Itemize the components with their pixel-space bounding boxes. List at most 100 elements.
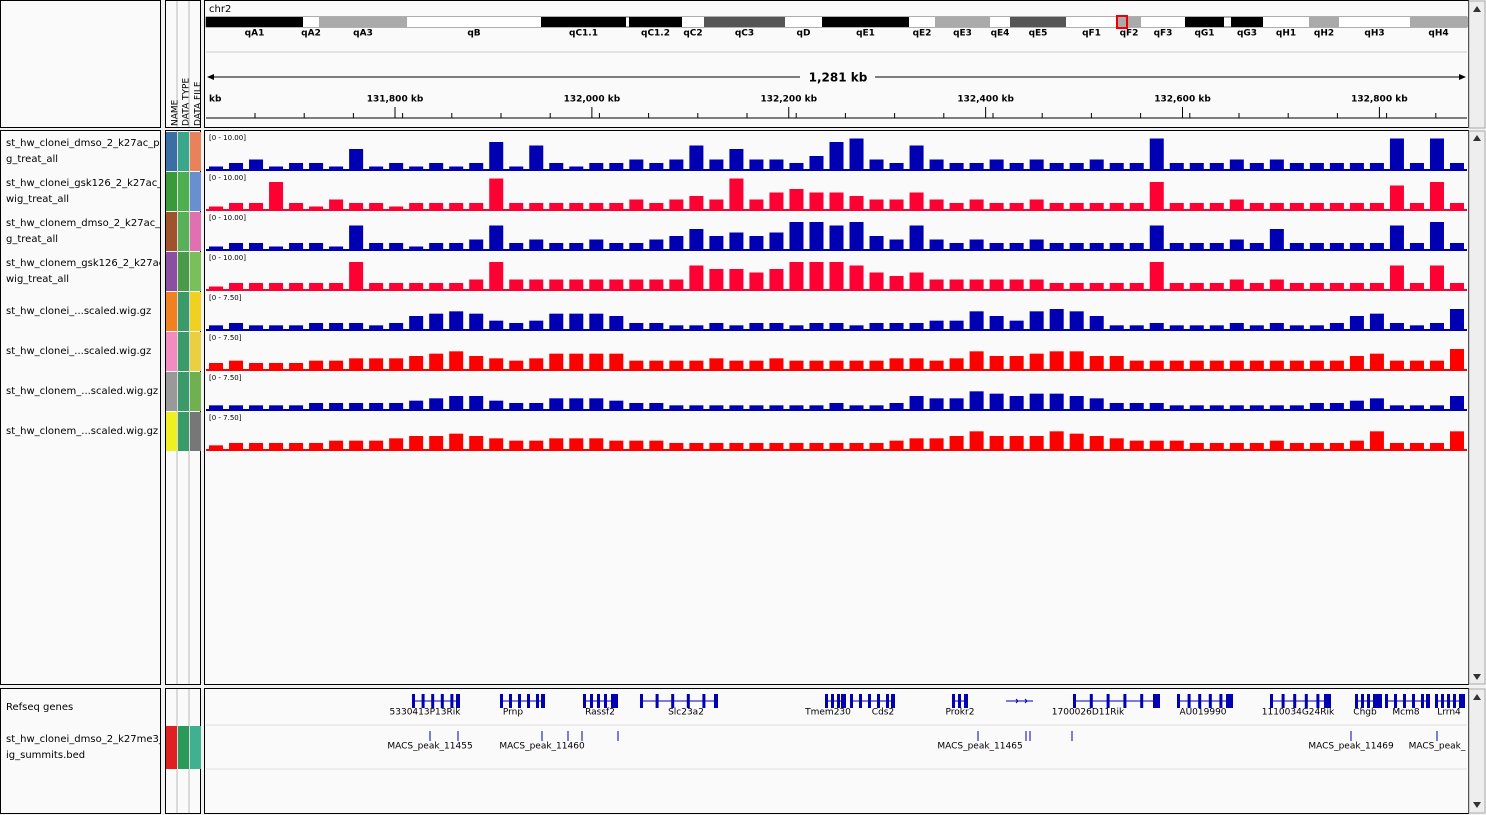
signal-bar bbox=[789, 360, 804, 370]
scrollbar[interactable] bbox=[1468, 0, 1486, 814]
signal-bar bbox=[529, 203, 544, 210]
signal-bar bbox=[1289, 325, 1304, 330]
signal-bar bbox=[469, 203, 484, 210]
attribute-cell bbox=[190, 252, 201, 291]
gene-label: 1110034G24Rik bbox=[1262, 708, 1335, 718]
signal-bar bbox=[609, 243, 624, 250]
signal-bar bbox=[529, 239, 544, 250]
signal-bar bbox=[1109, 203, 1124, 210]
attribute-cell bbox=[190, 292, 201, 331]
scroll-track[interactable] bbox=[1468, 688, 1486, 814]
gene-exon bbox=[1376, 694, 1380, 708]
track-name: st_hw_clonei_...scaled.wig.gz bbox=[6, 306, 151, 317]
signal-bar bbox=[1049, 163, 1064, 170]
signal-bar bbox=[369, 358, 384, 370]
signal-bar bbox=[1189, 360, 1204, 370]
signal-bar bbox=[1409, 203, 1424, 210]
signal-bar bbox=[1349, 316, 1364, 330]
gene-exon bbox=[431, 694, 435, 708]
gene bbox=[1006, 698, 1033, 704]
signal-bar bbox=[609, 440, 624, 450]
signal-bar bbox=[1209, 283, 1224, 290]
cytoband bbox=[206, 17, 303, 27]
signal-bar bbox=[709, 199, 724, 210]
signal-bar bbox=[589, 353, 604, 370]
signal-bar bbox=[629, 199, 644, 210]
gene-exon bbox=[1304, 694, 1308, 708]
signal-bar bbox=[409, 283, 424, 290]
signal-bar bbox=[389, 163, 404, 170]
signal-bar bbox=[1189, 405, 1204, 410]
cytoband bbox=[785, 17, 822, 27]
signal-bar bbox=[829, 323, 844, 330]
feature-data-panel bbox=[204, 688, 1469, 814]
signal-bar bbox=[1029, 199, 1044, 210]
signal-bar bbox=[1189, 163, 1204, 170]
gene-exon bbox=[1073, 694, 1076, 708]
signal-bar bbox=[669, 279, 684, 290]
signal-bar bbox=[709, 236, 724, 250]
signal-bar bbox=[749, 360, 764, 370]
signal-bar bbox=[1009, 279, 1024, 290]
gene-exon bbox=[1373, 694, 1376, 708]
signal-bar bbox=[769, 269, 784, 290]
signal-bar bbox=[1349, 400, 1364, 410]
signal-bar bbox=[689, 145, 704, 170]
signal-bar bbox=[529, 440, 544, 450]
attribute-cell bbox=[190, 132, 201, 171]
signal-bar bbox=[1009, 436, 1024, 450]
signal-bar bbox=[429, 203, 444, 210]
signal-bar bbox=[569, 438, 584, 450]
signal-bar bbox=[349, 403, 364, 410]
signal-bar bbox=[749, 199, 764, 210]
range-label: [0 - 10.00] bbox=[209, 174, 246, 182]
cytoband bbox=[319, 17, 407, 27]
signal-bar bbox=[769, 323, 784, 330]
signal-bar bbox=[1429, 360, 1444, 370]
signal-bar bbox=[789, 325, 804, 330]
signal-bar bbox=[909, 225, 924, 250]
signal-bar bbox=[709, 443, 724, 450]
signal-bar bbox=[629, 279, 644, 290]
signal-bar bbox=[349, 149, 364, 170]
signal-bar bbox=[969, 163, 984, 170]
signal-bar bbox=[289, 243, 304, 250]
scroll-track[interactable] bbox=[1468, 0, 1486, 129]
signal-bar bbox=[349, 262, 364, 290]
scroll-track[interactable] bbox=[1468, 130, 1486, 685]
signal-bar bbox=[1169, 243, 1184, 250]
signal-bar bbox=[1169, 163, 1184, 170]
signal-bar bbox=[569, 243, 584, 250]
signal-bar bbox=[1149, 440, 1164, 450]
signal-bar bbox=[549, 203, 564, 210]
signal-bar bbox=[389, 243, 404, 250]
signal-bar bbox=[289, 405, 304, 410]
signal-bar bbox=[1089, 159, 1104, 170]
signal-bar bbox=[1329, 403, 1344, 410]
signal-bar bbox=[829, 403, 844, 410]
gene-label: Lrrn4 bbox=[1437, 708, 1461, 718]
signal-bar bbox=[1109, 438, 1124, 450]
signal-bar bbox=[649, 163, 664, 170]
signal-bar bbox=[1149, 138, 1164, 170]
gene-exon bbox=[1361, 694, 1364, 708]
gene-exon bbox=[583, 694, 586, 708]
signal-bar bbox=[289, 363, 304, 370]
attribute-cell bbox=[190, 372, 201, 411]
signal-bar bbox=[1229, 323, 1244, 330]
cytoband-label: qE3 bbox=[953, 29, 972, 39]
signal-bar bbox=[729, 149, 744, 170]
signal-bar bbox=[1309, 325, 1324, 330]
track-name: st_hw_clonei_gsk126_2_k27ac_ bbox=[6, 178, 163, 189]
gene-exon bbox=[958, 694, 961, 708]
signal-bar bbox=[909, 358, 924, 370]
signal-bar bbox=[209, 363, 224, 370]
range-label: [0 - 10.00] bbox=[209, 214, 246, 222]
signal-bar bbox=[1349, 243, 1364, 250]
signal-bar bbox=[209, 286, 224, 290]
signal-bar bbox=[1229, 360, 1244, 370]
cytoband bbox=[1231, 17, 1263, 27]
signal-bar bbox=[229, 360, 244, 370]
signal-bar bbox=[1129, 283, 1144, 290]
signal-bar bbox=[889, 403, 904, 410]
